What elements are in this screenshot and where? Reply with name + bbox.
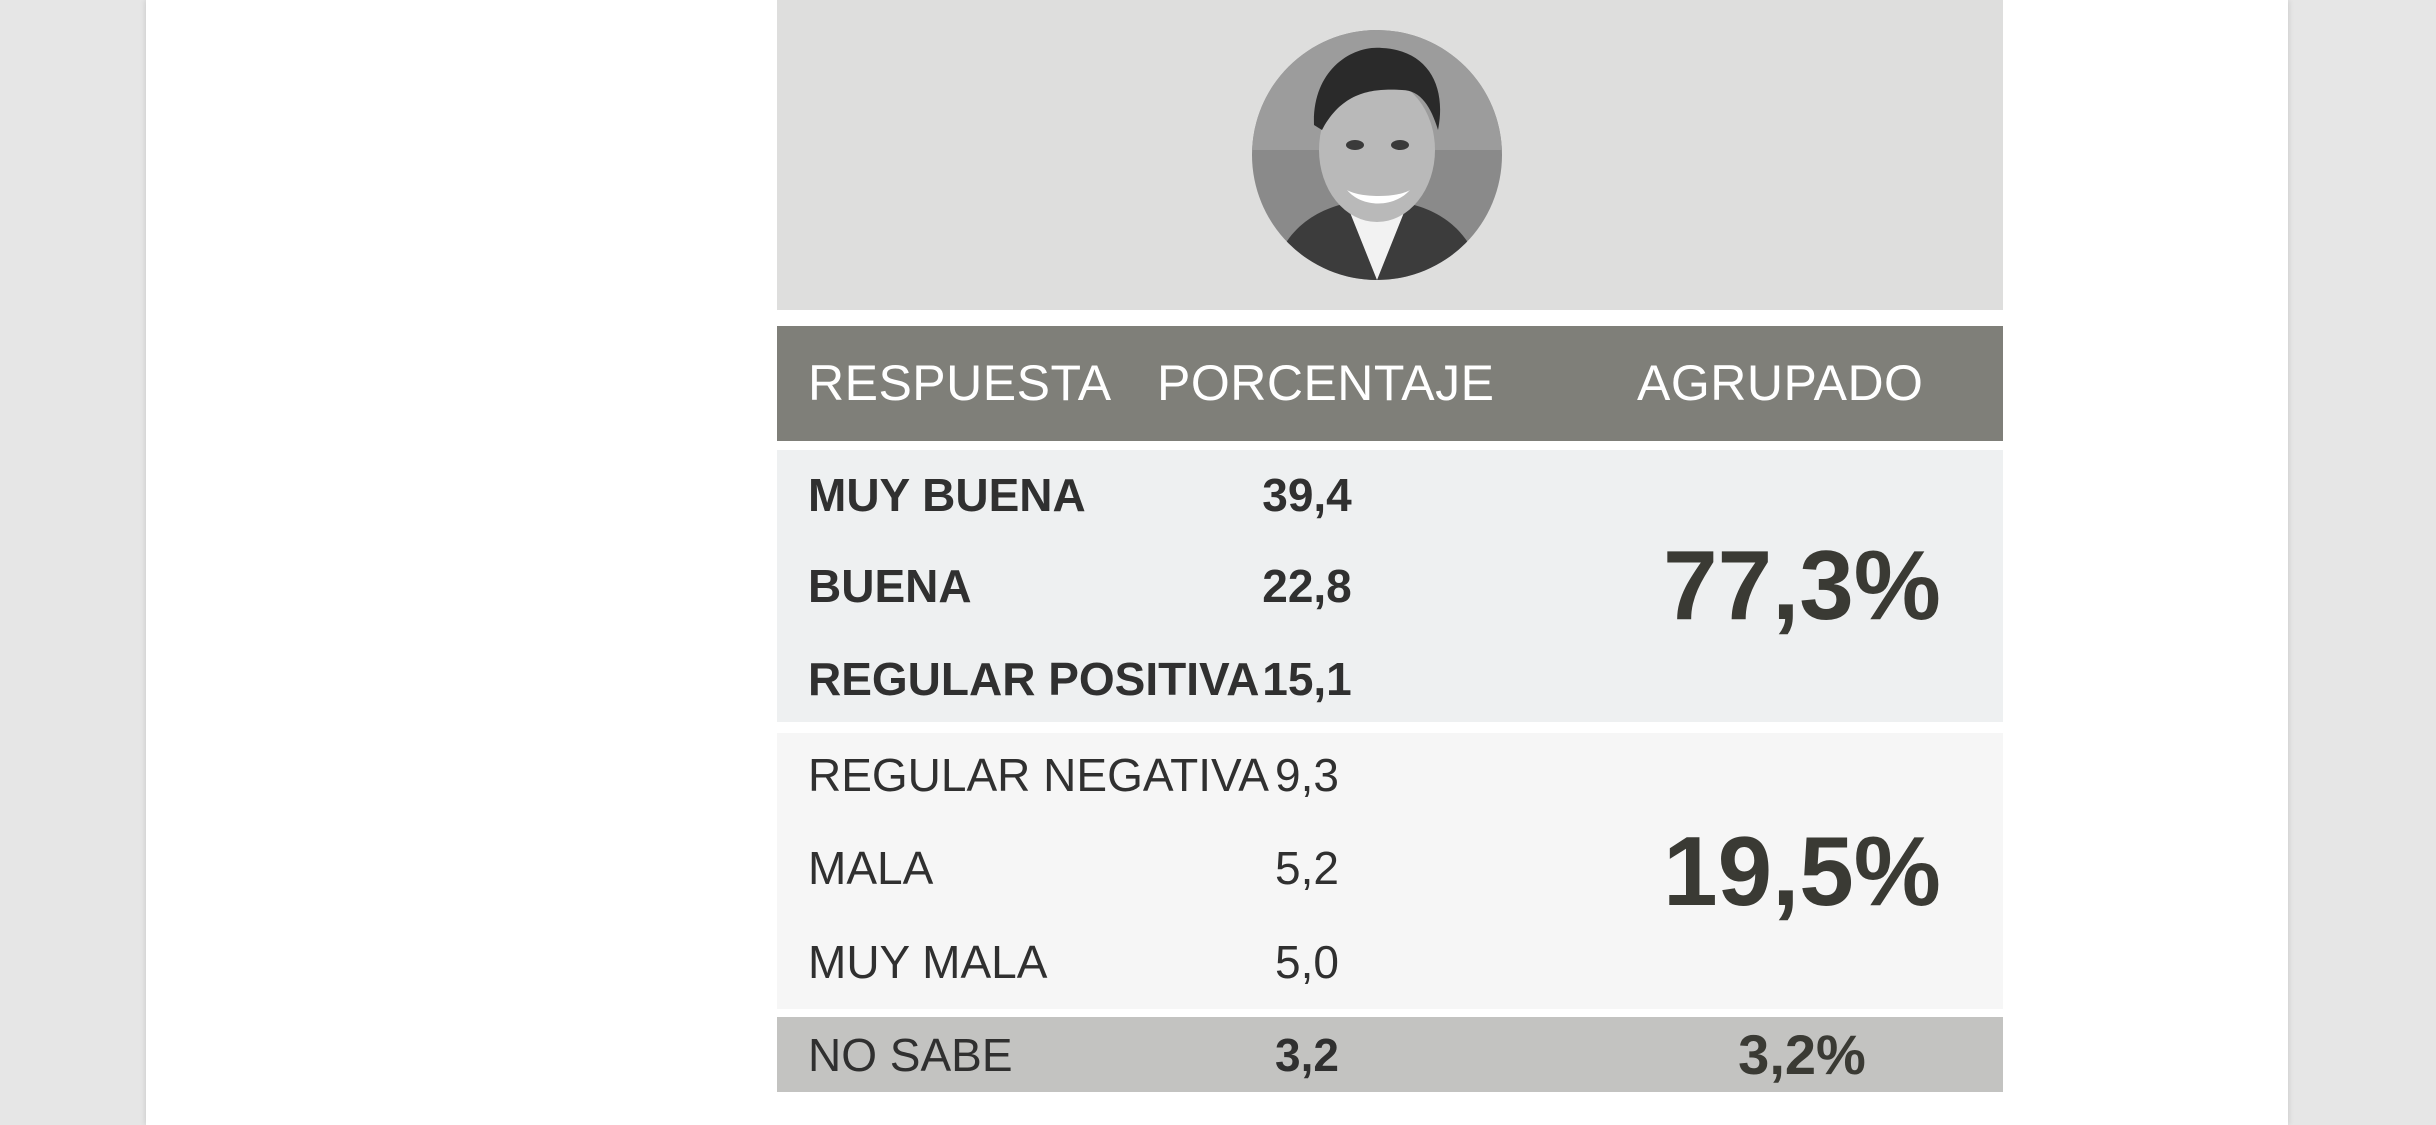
row-value: 5,0: [1275, 936, 1339, 988]
row-value: 3,2: [1275, 1029, 1339, 1081]
row-value: 39,4: [1262, 469, 1352, 521]
row-value: 22,8: [1262, 560, 1352, 612]
table-row: BUENA 22,8: [777, 556, 1637, 616]
table-row: MUY MALA 5,0: [777, 932, 1637, 992]
header-porcentaje: PORCENTAJE: [1157, 355, 1495, 411]
row-label: REGULAR POSITIVA: [808, 653, 1260, 705]
table-header: RESPUESTA PORCENTAJE AGRUPADO: [777, 326, 2003, 441]
table-row: MUY BUENA 39,4: [777, 465, 1637, 525]
header-agrupado: AGRUPADO: [1637, 355, 1924, 411]
avatar: [1252, 30, 1502, 280]
header-respuesta: RESPUESTA: [808, 355, 1112, 411]
person-portrait-icon: [1252, 30, 1502, 280]
row-label: MUY BUENA: [808, 469, 1086, 521]
table-row: REGULAR NEGATIVA 9,3: [777, 745, 1637, 805]
row-value: 9,3: [1275, 749, 1339, 801]
row-value: 15,1: [1262, 653, 1352, 705]
poll-card: RESPUESTA PORCENTAJE AGRUPADO MUY BUENA …: [777, 0, 2003, 1095]
row-label: REGULAR NEGATIVA: [808, 749, 1269, 801]
table-row: REGULAR POSITIVA 15,1: [777, 649, 1637, 709]
row-value: 5,2: [1275, 842, 1339, 894]
grouped-negative: 19,5%: [1663, 816, 1941, 926]
photo-header: [777, 0, 2003, 310]
row-label: MALA: [808, 842, 934, 894]
row-label: MUY MALA: [808, 936, 1048, 988]
row-label: NO SABE: [808, 1029, 1013, 1081]
table-row: MALA 5,2: [777, 838, 1637, 898]
no-sabe-group: NO SABE 3,2 3,2%: [777, 1017, 2003, 1092]
table-row: NO SABE 3,2: [777, 1025, 1637, 1085]
grouped-positive: 77,3%: [1663, 530, 1941, 640]
positive-group: MUY BUENA 39,4 BUENA 22,8 REGULAR POSITI…: [777, 450, 2003, 722]
negative-group: REGULAR NEGATIVA 9,3 MALA 5,2 MUY MALA 5…: [777, 733, 2003, 1009]
grouped-no-sabe: 3,2%: [1738, 1023, 1866, 1086]
page: RESPUESTA PORCENTAJE AGRUPADO MUY BUENA …: [146, 0, 2288, 1125]
row-label: BUENA: [808, 560, 972, 612]
